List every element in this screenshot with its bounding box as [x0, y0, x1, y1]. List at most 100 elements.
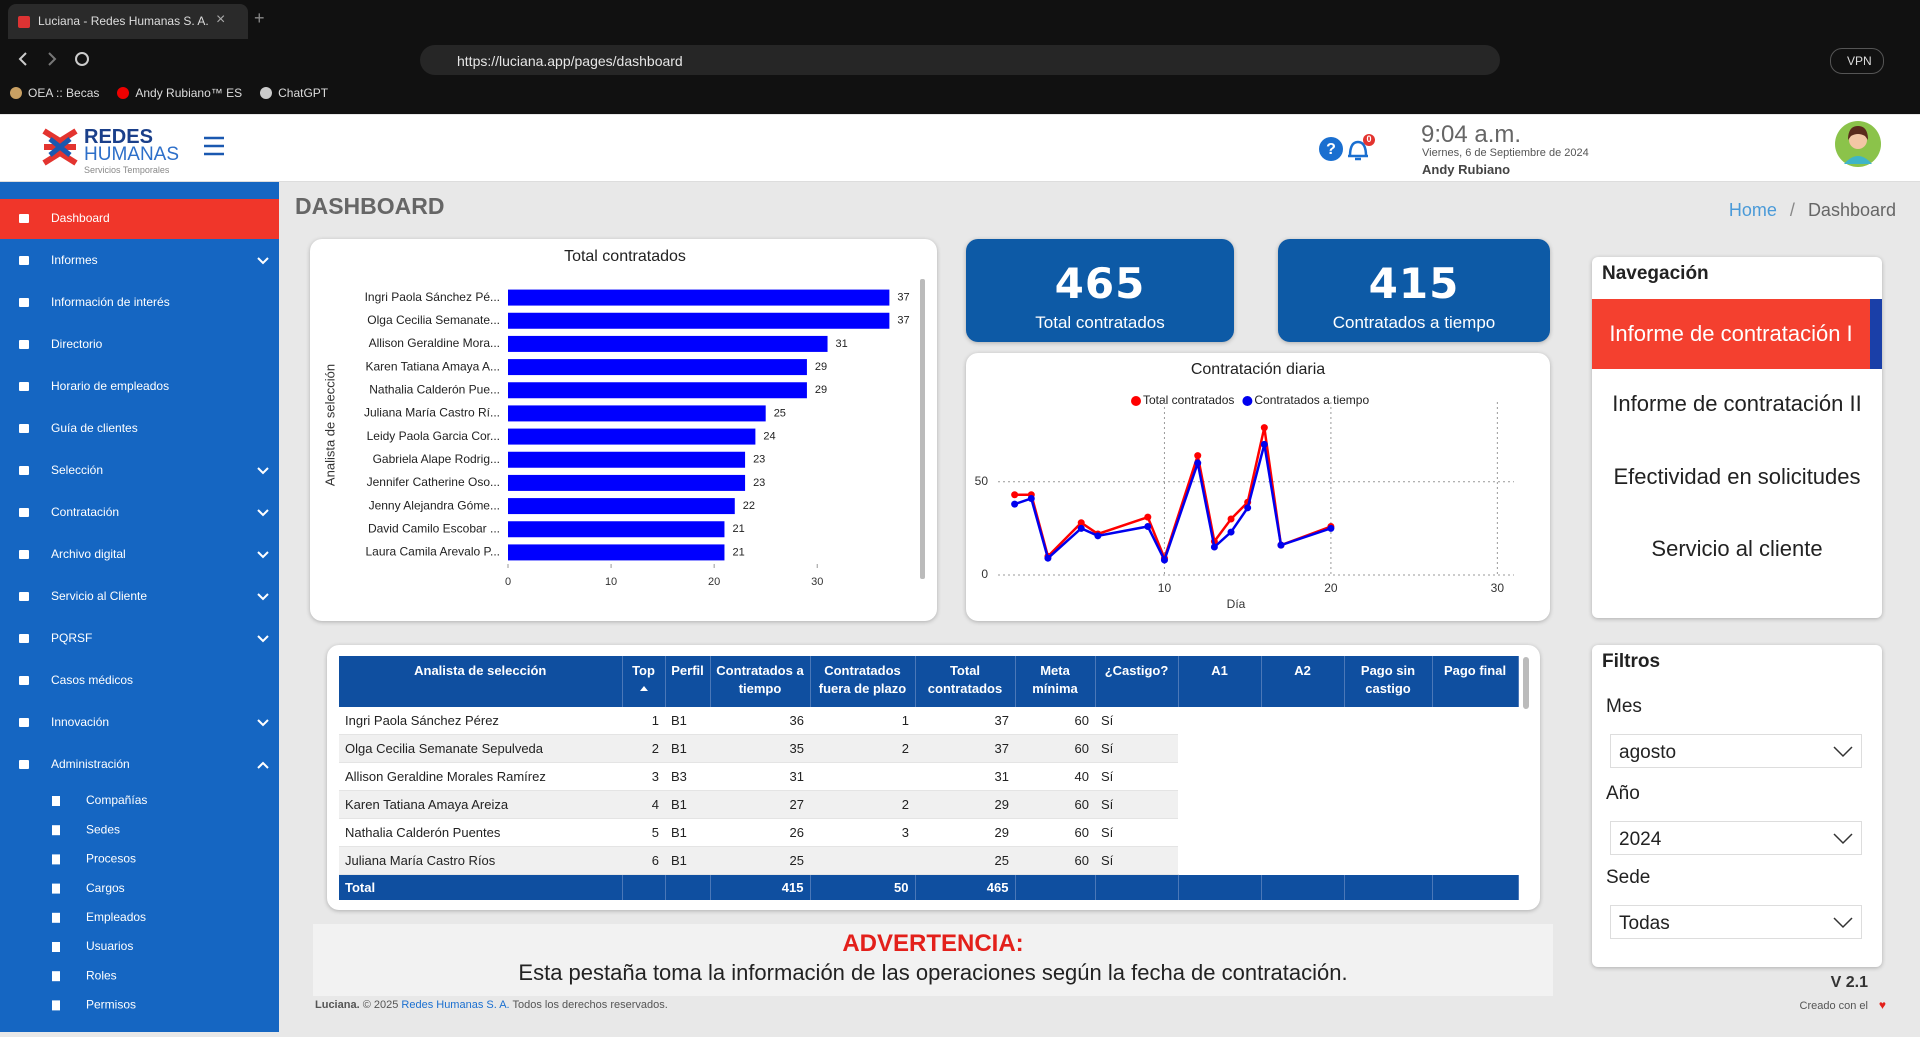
- y-tick-label: Nathalia Calderón Pue...: [369, 382, 500, 396]
- column-header[interactable]: Total contratados: [915, 656, 1016, 707]
- table-cell: [1344, 763, 1432, 791]
- submenu-item[interactable]: Permisos: [86, 998, 136, 1012]
- menu-item[interactable]: Innovación: [51, 715, 109, 729]
- submenu-item[interactable]: Usuarios: [86, 939, 133, 953]
- bookmark[interactable]: OEA :: Becas: [10, 86, 99, 100]
- address-bar[interactable]: https://luciana.app/pages/dashboard: [420, 45, 1500, 75]
- data-label: 22: [743, 500, 755, 512]
- bookmark-icon: [10, 87, 22, 99]
- filter-select[interactable]: agosto: [1610, 734, 1862, 768]
- column-header[interactable]: Meta mínima: [1015, 656, 1096, 707]
- sidebar-menu: Dashboard Informes Información de interés D…: [0, 199, 279, 1012]
- table-cell: Nathalia Calderón Puentes: [339, 818, 622, 847]
- bookmark-label: Andy Rubiano™ ES: [135, 86, 243, 100]
- menu-item[interactable]: Selección: [51, 463, 103, 477]
- table-cell: [1432, 819, 1518, 847]
- tab-title: Luciana - Redes Humanas S. A.: [38, 14, 208, 28]
- point: [1260, 440, 1268, 448]
- menu-item[interactable]: Información de interés: [51, 295, 170, 309]
- menu-item[interactable]: Guía de clientes: [51, 421, 138, 435]
- nav-item[interactable]: Informe de contratación II: [1592, 369, 1882, 439]
- x-tick-label: 20: [708, 576, 720, 588]
- submenu-item[interactable]: Sedes: [86, 822, 120, 836]
- column-header-label: Analista de selección: [414, 663, 547, 678]
- tab-close[interactable]: ×: [216, 11, 226, 28]
- menu-icon: [19, 718, 29, 727]
- bell-icon[interactable]: [1348, 140, 1368, 161]
- menu-item[interactable]: Servicio al Cliente: [51, 589, 147, 603]
- filter-label: Sede: [1606, 867, 1651, 888]
- bar: [508, 312, 890, 329]
- table-cell: B3: [665, 762, 710, 791]
- column-header[interactable]: Contratados fuera de plazo: [810, 656, 916, 707]
- menu-item[interactable]: Archivo digital: [51, 547, 126, 561]
- browser-chrome: Luciana - Redes Humanas S. A. × + https:…: [0, 0, 1920, 114]
- menu-icon: [19, 508, 29, 517]
- column-header[interactable]: Contratados a tiempo: [710, 656, 811, 707]
- nav-item[interactable]: Efectividad en solicitudes: [1592, 442, 1882, 512]
- bookmark[interactable]: ChatGPT: [260, 86, 328, 100]
- tab[interactable]: Luciana - Redes Humanas S. A. ×: [8, 4, 248, 39]
- submenu-item[interactable]: Roles: [86, 968, 117, 982]
- point: [1194, 452, 1202, 460]
- avatar[interactable]: [1834, 120, 1882, 168]
- column-header[interactable]: ¿Castigo?: [1095, 656, 1179, 707]
- submenu-icon: [52, 796, 60, 806]
- help-icon[interactable]: [1319, 137, 1343, 161]
- filter-value: 2024: [1619, 829, 1662, 850]
- table-cell: 36: [710, 707, 810, 735]
- submenu-item[interactable]: Compañías: [86, 793, 147, 807]
- column-header[interactable]: A2: [1261, 656, 1345, 707]
- column-header[interactable]: Perfil: [665, 656, 711, 707]
- forward[interactable]: [48, 52, 57, 66]
- footer-company[interactable]: Redes Humanas S. A.: [401, 999, 510, 1011]
- total-cell: [622, 874, 666, 900]
- nav-item-active[interactable]: Informe de contratación I: [1592, 299, 1882, 369]
- nav-item[interactable]: Servicio al cliente: [1592, 514, 1882, 584]
- table-cell: [1432, 847, 1518, 875]
- menu-item[interactable]: PQRSF: [51, 631, 92, 645]
- table-cell: [810, 846, 915, 875]
- filters-title: Filtros: [1602, 651, 1661, 672]
- menu-item[interactable]: Dashboard: [51, 211, 110, 225]
- submenu-item[interactable]: Empleados: [86, 910, 146, 924]
- back[interactable]: [18, 52, 27, 66]
- menu-item[interactable]: Contratación: [51, 505, 119, 519]
- tab-icon: [18, 16, 30, 28]
- column-header[interactable]: Analista de selección: [339, 656, 623, 707]
- menu-item[interactable]: Horario de empleados: [51, 379, 169, 393]
- hamburger[interactable]: [202, 135, 226, 157]
- filter-select[interactable]: 2024: [1610, 821, 1862, 855]
- total-cell: [1344, 874, 1433, 900]
- breadcrumb-home[interactable]: Home: [1728, 200, 1777, 220]
- chevron: [257, 761, 269, 769]
- table-cell: 5: [622, 818, 665, 847]
- menu-item[interactable]: Informes: [51, 253, 98, 267]
- submenu-item[interactable]: Cargos: [86, 881, 125, 895]
- submenu-item[interactable]: Procesos: [86, 852, 136, 866]
- column-header[interactable]: Pago sin castigo: [1344, 656, 1433, 707]
- filter-select[interactable]: Todas: [1610, 905, 1862, 939]
- y-tick-label: David Camilo Escobar ...: [368, 521, 500, 535]
- bar-chart: Total contratados Analista de selección 0 1…: [322, 248, 925, 588]
- menu-item[interactable]: Administración: [51, 757, 130, 771]
- vpn-button[interactable]: VPN: [1830, 48, 1884, 74]
- bookmark[interactable]: Andy Rubiano™ ES: [117, 86, 242, 100]
- table-row: Olga Cecilia Semanate Sepulveda 2 B1 35 2 37 6…: [339, 734, 1518, 763]
- new-tab[interactable]: +: [254, 8, 265, 28]
- total-cell: [1261, 874, 1345, 900]
- column-header[interactable]: Pago final: [1432, 656, 1519, 707]
- column-header-label: Pago final: [1443, 663, 1507, 678]
- menu-item[interactable]: Directorio: [51, 337, 103, 351]
- y-tick-label: Allison Geraldine Mora...: [369, 336, 500, 350]
- column-header[interactable]: Top: [622, 656, 666, 707]
- table-cell: [1178, 819, 1261, 847]
- legend-label: Total contratados: [1143, 393, 1234, 407]
- badge: [1363, 134, 1375, 146]
- legend-swatch: [1131, 396, 1141, 406]
- reload[interactable]: [75, 52, 89, 66]
- bar-chart-card: Total contratados Analista de selección 0 1…: [310, 239, 937, 621]
- column-header[interactable]: A1: [1178, 656, 1262, 707]
- menu-item[interactable]: Casos médicos: [51, 673, 133, 687]
